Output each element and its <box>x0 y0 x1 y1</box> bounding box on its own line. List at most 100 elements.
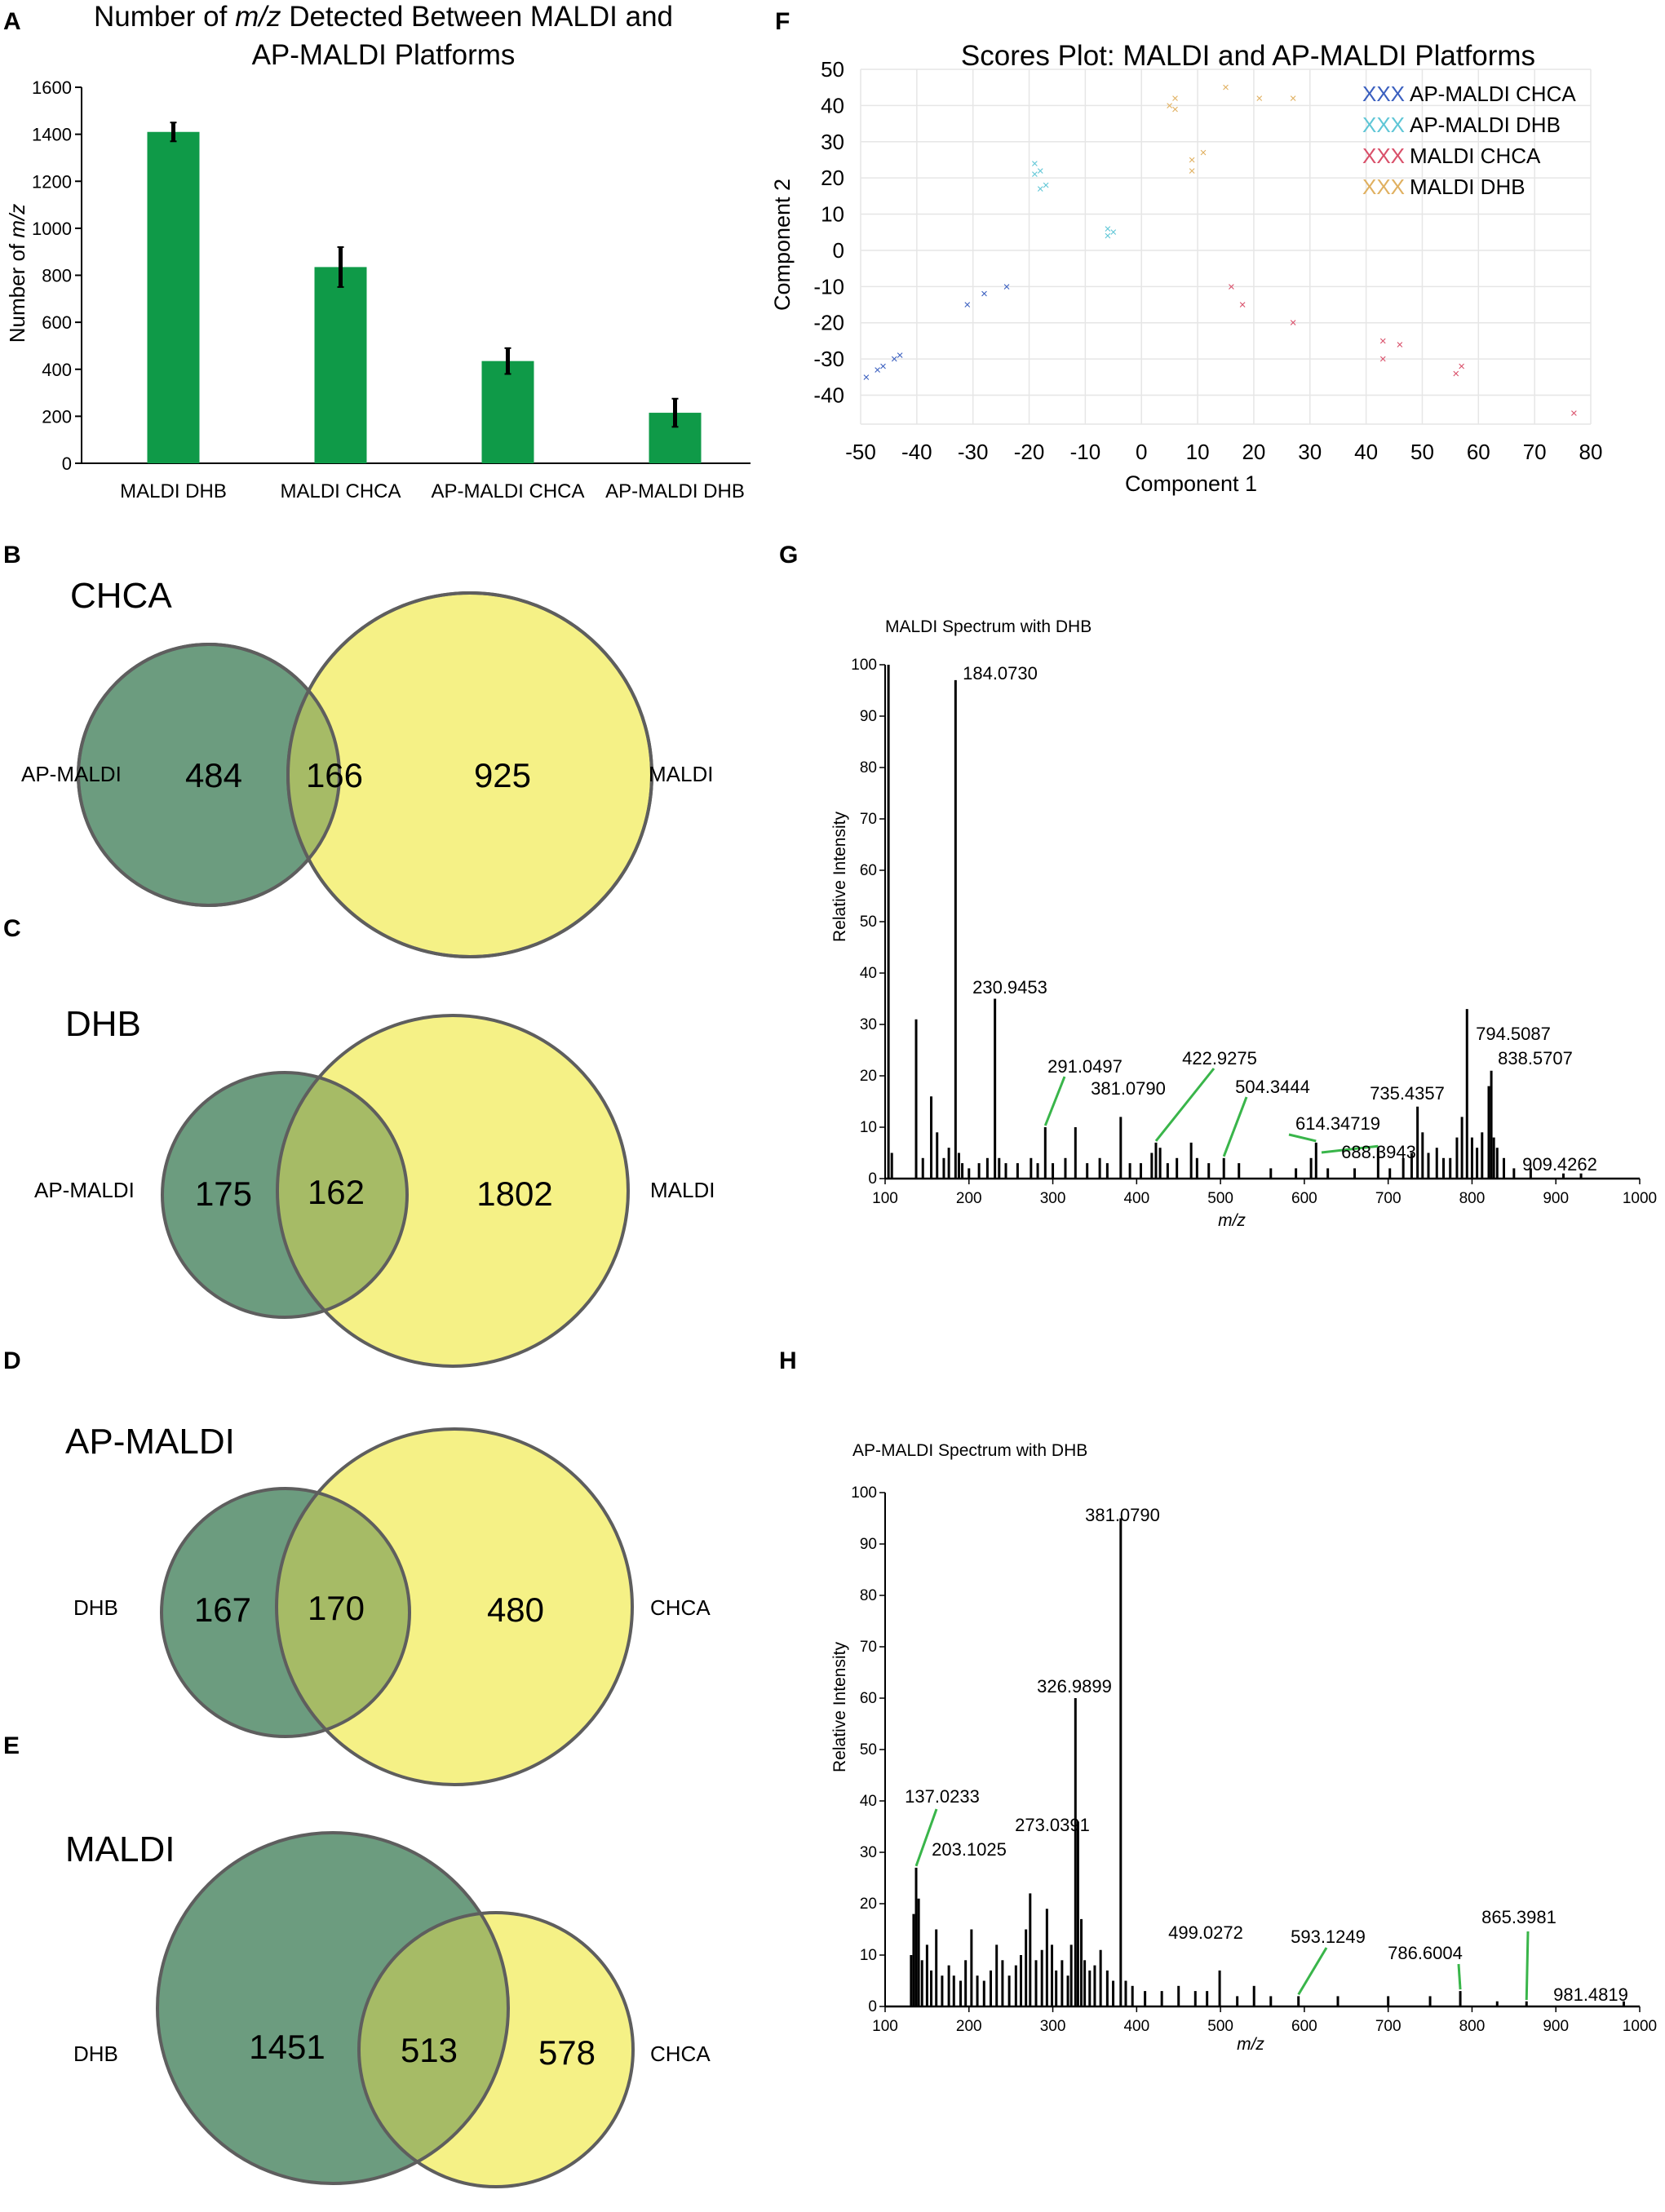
spectrum-annotation: 326.9899 <box>1037 1676 1112 1697</box>
f-point: × <box>1290 92 1297 106</box>
spectrum-annotation: 614.34719 <box>1295 1113 1380 1134</box>
f-point: × <box>1379 334 1387 348</box>
venn-d-title: AP-MALDI <box>65 1422 235 1462</box>
spectrum-ytick-label: 60 <box>860 862 877 879</box>
spectrum-annotation: 203.1025 <box>932 1839 1007 1860</box>
spectrum-ytick-label: 0 <box>868 1998 877 2015</box>
legend-entry-maldi-dhb: XXX MALDI DHB <box>1362 175 1526 199</box>
f-xtick-label: -50 <box>845 440 876 464</box>
venn-b-overlap-count: 166 <box>306 756 363 794</box>
a-ytick-label: 600 <box>42 312 72 333</box>
venn-c-title: DHB <box>65 1004 141 1044</box>
venn-b-right-outline <box>286 591 653 958</box>
spectrum-annotation: 865.3981 <box>1481 1907 1557 1927</box>
spectrum-ytick-label: 30 <box>860 1016 877 1033</box>
f-xtick-label: 20 <box>1242 440 1265 464</box>
a-bar <box>481 361 534 463</box>
legend-label-maldi-dhb: MALDI DHB <box>1410 175 1526 199</box>
spectrum-ytick-label: 40 <box>860 1793 877 1810</box>
f-point: × <box>1228 280 1235 294</box>
f-xtick-label: 10 <box>1186 440 1210 464</box>
panel-letter-a: A <box>3 8 21 35</box>
spectrum-ytick-label: 70 <box>860 1639 877 1656</box>
f-point: × <box>1171 103 1179 117</box>
legend-marker-ap-maldi-dhb: XXX <box>1362 113 1405 137</box>
spectrum-ytick-label: 0 <box>868 1170 877 1188</box>
spectrum-xtick-label: 900 <box>1543 2018 1569 2035</box>
spectrum-xtick-label: 300 <box>1040 1190 1066 1207</box>
panel-a-ylabel: Number of m/z <box>5 204 29 343</box>
spectrum-annotation: 230.9453 <box>972 977 1047 998</box>
spectrum-annotation: 291.0497 <box>1047 1056 1123 1077</box>
f-point: × <box>874 363 881 377</box>
venn-e-left-label: DHB <box>73 2042 118 2066</box>
venn-b-title: CHCA <box>70 576 172 616</box>
spectrum-ytick-label: 30 <box>860 1844 877 1861</box>
f-point: × <box>1037 164 1044 178</box>
panel-letter-c: C <box>3 915 21 942</box>
legend-label-ap-maldi-dhb: AP-MALDI DHB <box>1410 113 1561 137</box>
venn-e-overlap-count: 513 <box>401 2031 458 2069</box>
f-ytick-label: 40 <box>821 93 844 117</box>
f-point: × <box>1222 81 1229 95</box>
spectrum-annotation: 688.3943 <box>1341 1142 1416 1162</box>
spectrum-annotation: 593.1249 <box>1291 1927 1366 1947</box>
panel-a-xlabels: MALDI DHB MALDI CHCA AP-MALDI CHCA AP-MALDI… <box>120 480 745 502</box>
spectrum-xtick-label: 1000 <box>1623 1190 1657 1207</box>
panel-g-annotations: 184.0730 230.9453 291.0497 422.9275 381.0790… <box>963 663 1597 1175</box>
venn-b-left-count: 484 <box>185 756 242 794</box>
f-xtick-label: -40 <box>901 440 932 464</box>
f-ytick-label: 10 <box>821 202 844 227</box>
panel-h-annotations: 381.0790 326.9899 137.0233 273.0391 203.1025… <box>905 1505 1628 2005</box>
spectrum-ytick-label: 90 <box>860 708 877 725</box>
panel-g-peaks <box>887 665 1583 1179</box>
spectrum-annotation: 381.0790 <box>1085 1505 1160 1525</box>
f-xtick-label: -10 <box>1070 440 1101 464</box>
panel-letter-e: E <box>3 1732 20 1759</box>
spectrum-xtick-label: 700 <box>1375 2018 1402 2035</box>
f-ytick-label: -40 <box>813 383 844 407</box>
spectrum-annotation: 838.5707 <box>1498 1048 1573 1068</box>
f-point: × <box>981 287 988 301</box>
f-point: × <box>1239 299 1247 312</box>
a-ytick-label: 800 <box>42 266 72 286</box>
legend-marker-ap-maldi-chca: XXX <box>1362 82 1405 106</box>
a-ytick-label: 0 <box>62 453 72 474</box>
venn-c-right-count: 1802 <box>476 1175 552 1213</box>
a-ytick-label: 1200 <box>32 171 72 192</box>
panel-letter-h: H <box>779 1347 797 1374</box>
a-bar <box>147 131 200 463</box>
f-point: × <box>1379 352 1387 366</box>
venn-c-overlap-count: 162 <box>308 1173 365 1211</box>
spectrum-xtick-label: 800 <box>1459 1190 1486 1207</box>
a-category-label: AP-MALDI CHCA <box>431 480 584 502</box>
f-point: × <box>1031 168 1038 182</box>
panel-f-grid <box>860 69 1592 425</box>
spectrum-annotation: 909.4262 <box>1522 1154 1597 1175</box>
f-point: × <box>1105 229 1112 243</box>
f-point: × <box>1043 179 1050 192</box>
f-xtick-label: 70 <box>1523 440 1547 464</box>
f-point: × <box>1105 222 1112 236</box>
f-ytick-label: 20 <box>821 166 844 190</box>
spectrum-xtick-label: 600 <box>1291 2018 1317 2035</box>
panel-f-ylabel: Component 2 <box>770 179 795 311</box>
venn-b-left-label: AP-MALDI <box>21 762 122 786</box>
spectrum-ytick-label: 10 <box>860 1947 877 1964</box>
f-point: × <box>1397 338 1404 352</box>
f-point: × <box>1189 153 1196 167</box>
venn-e-right-count: 578 <box>538 2033 596 2072</box>
spectrum-xtick-label: 300 <box>1040 2018 1066 2035</box>
spectrum-ytick-label: 40 <box>860 965 877 982</box>
panel-f-xlabel: Component 1 <box>1125 471 1257 496</box>
spectrum-xtick-label: 400 <box>1123 1190 1149 1207</box>
venn-e-left-count: 1451 <box>249 2028 325 2066</box>
panel-h-xlabel: m/z <box>1237 2035 1264 2054</box>
spectrum-ytick-label: 70 <box>860 811 877 828</box>
panel-h-ylabel: Relative Intensity <box>830 1642 849 1772</box>
a-category-label: AP-MALDI DHB <box>605 480 745 502</box>
spectrum-annotation: 381.0790 <box>1091 1078 1166 1099</box>
legend-label-maldi-chca: MALDI CHCA <box>1410 144 1541 168</box>
f-point: × <box>1003 280 1011 294</box>
